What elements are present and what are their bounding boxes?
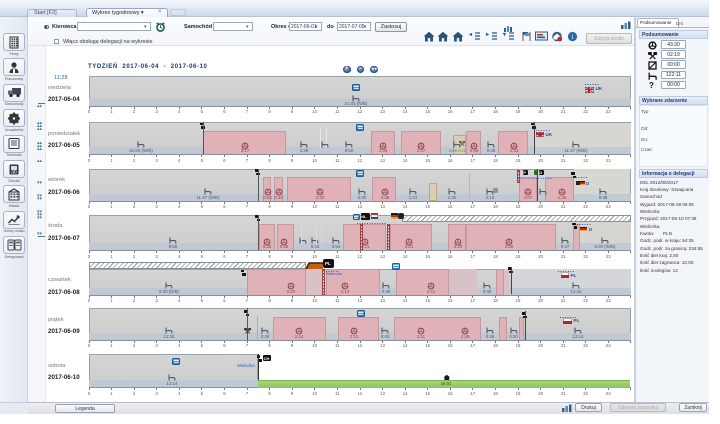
svg-text:ab: ab — [11, 169, 17, 175]
svg-text:i: i — [572, 33, 574, 41]
